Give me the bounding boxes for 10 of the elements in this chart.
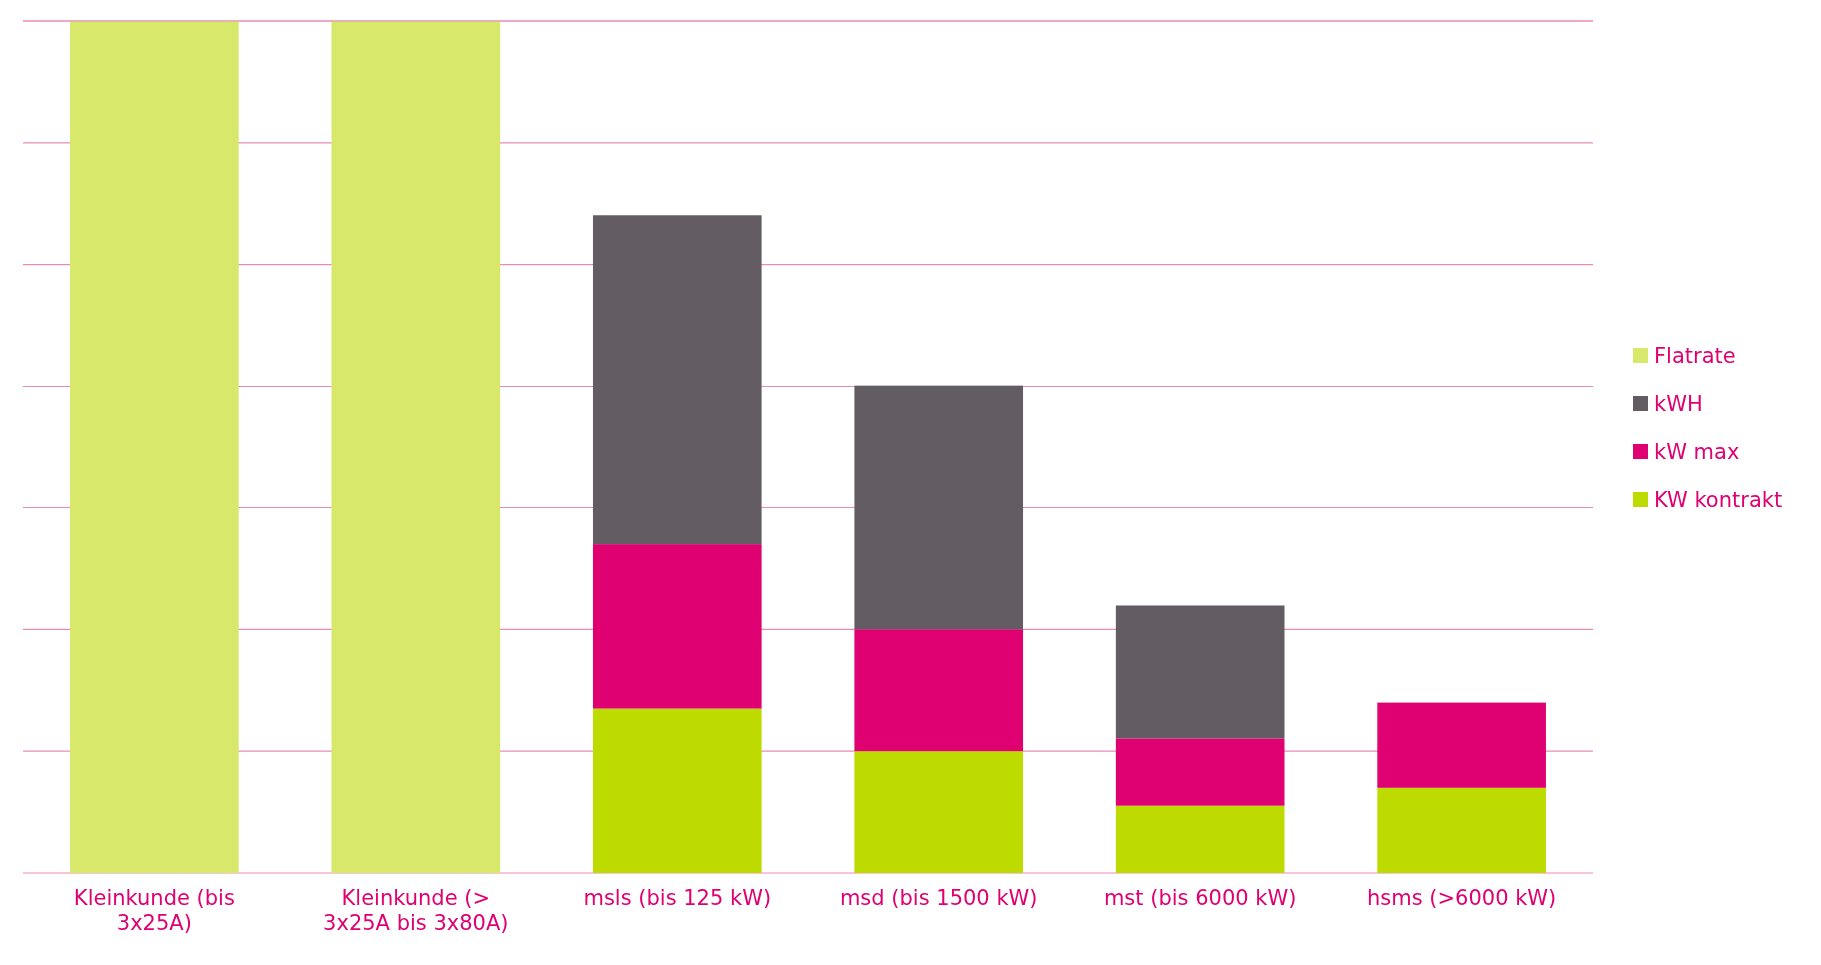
x-tick-label: hsms (>6000 kW): [1366, 886, 1557, 910]
legend-label: kWH: [1654, 392, 1703, 416]
x-tick-label: mst (bis 6000 kW): [1103, 886, 1297, 910]
x-tick-label: Kleinkunde (> 3x25A bis 3x80A): [323, 886, 509, 935]
x-tick-label: msd (bis 1500 kW): [839, 886, 1038, 910]
legend-label: kW max: [1654, 440, 1740, 464]
x-tick-label: msls (bis 125 kW): [583, 886, 772, 910]
legend-label: Flatrate: [1654, 344, 1736, 368]
x-tick-label: Kleinkunde (bis 3x25A): [73, 886, 235, 935]
legend-label: KW kontrakt: [1654, 488, 1783, 512]
